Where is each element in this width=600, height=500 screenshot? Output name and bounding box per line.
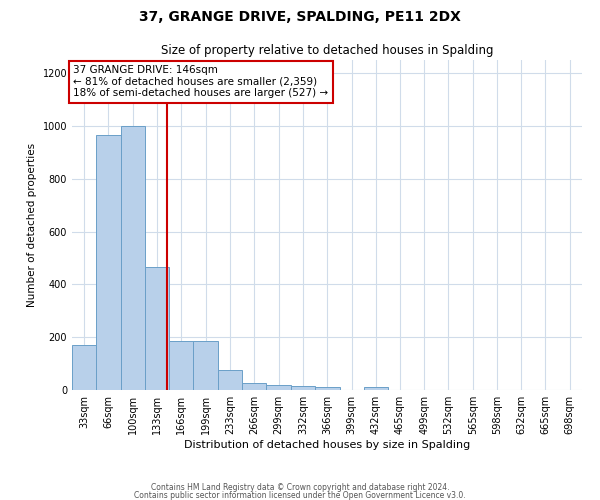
Text: 37 GRANGE DRIVE: 146sqm
← 81% of detached houses are smaller (2,359)
18% of semi: 37 GRANGE DRIVE: 146sqm ← 81% of detache… [73,66,329,98]
Bar [315,388,340,390]
Bar [169,341,193,390]
Bar [72,345,96,390]
Bar [242,384,266,390]
X-axis label: Distribution of detached houses by size in Spalding: Distribution of detached houses by size … [184,440,470,450]
Text: Contains public sector information licensed under the Open Government Licence v3: Contains public sector information licen… [134,490,466,500]
Bar [193,341,218,390]
Y-axis label: Number of detached properties: Number of detached properties [27,143,37,307]
Bar [96,135,121,390]
Text: 37, GRANGE DRIVE, SPALDING, PE11 2DX: 37, GRANGE DRIVE, SPALDING, PE11 2DX [139,10,461,24]
Bar [364,388,388,390]
Title: Size of property relative to detached houses in Spalding: Size of property relative to detached ho… [161,44,493,58]
Bar [121,126,145,390]
Bar [218,370,242,390]
Bar [290,386,315,390]
Bar [145,267,169,390]
Bar [266,384,290,390]
Text: Contains HM Land Registry data © Crown copyright and database right 2024.: Contains HM Land Registry data © Crown c… [151,484,449,492]
